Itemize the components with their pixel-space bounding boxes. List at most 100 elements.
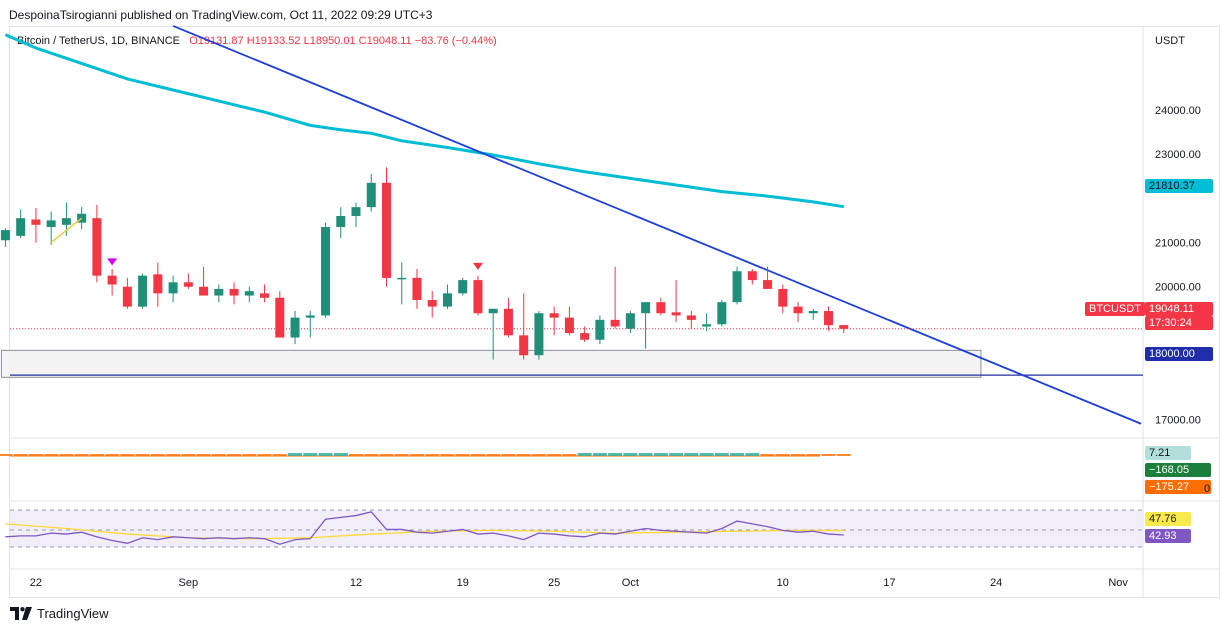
- volume-bar: [470, 454, 485, 456]
- candle[interactable]: [168, 275, 178, 303]
- candle-body: [808, 311, 818, 314]
- candle[interactable]: [412, 269, 422, 309]
- volume-bar: [699, 453, 714, 456]
- candle[interactable]: [290, 311, 300, 345]
- candle-body: [702, 324, 712, 327]
- ohlc-high: H19133.52: [246, 35, 301, 47]
- rsi-ma-line[interactable]: [5, 523, 844, 540]
- candle[interactable]: [229, 282, 239, 305]
- tradingview-brand[interactable]: TradingView: [10, 606, 109, 621]
- volume-bar: [135, 454, 150, 456]
- candle[interactable]: [473, 275, 483, 316]
- rsi-line[interactable]: [5, 511, 844, 545]
- candle[interactable]: [0, 228, 10, 247]
- candle[interactable]: [366, 173, 376, 212]
- candle[interactable]: [625, 311, 635, 334]
- candle[interactable]: [702, 313, 712, 331]
- tradingview-label: TradingView: [37, 606, 109, 621]
- volume-bar: [531, 454, 546, 456]
- candle-body: [610, 319, 620, 327]
- candle[interactable]: [839, 325, 849, 334]
- candle[interactable]: [351, 202, 361, 228]
- volume-value-tag: −168.05: [1145, 463, 1211, 477]
- candle[interactable]: [138, 273, 148, 309]
- volume-bar: [349, 454, 364, 456]
- candle-body: [214, 288, 224, 296]
- candle[interactable]: [641, 302, 651, 349]
- candle[interactable]: [717, 299, 727, 327]
- candle[interactable]: [107, 269, 117, 296]
- candle[interactable]: [122, 277, 132, 309]
- candle[interactable]: [427, 291, 437, 318]
- candle[interactable]: [381, 167, 391, 287]
- candle[interactable]: [747, 269, 757, 285]
- candle[interactable]: [244, 286, 254, 303]
- candle[interactable]: [336, 207, 346, 239]
- candle[interactable]: [549, 306, 559, 336]
- candle[interactable]: [808, 308, 818, 320]
- candle[interactable]: [656, 297, 666, 316]
- volume-bar: [272, 454, 287, 456]
- candle-body: [732, 271, 742, 303]
- candle[interactable]: [31, 208, 41, 243]
- support-zone[interactable]: [0, 349, 982, 378]
- candle[interactable]: [595, 315, 605, 345]
- candle[interactable]: [519, 293, 529, 360]
- candle[interactable]: [397, 262, 407, 305]
- candle[interactable]: [610, 266, 620, 329]
- candle[interactable]: [488, 308, 498, 360]
- volume-bar: [379, 454, 394, 456]
- candle-body: [534, 313, 544, 356]
- candle-body: [138, 275, 148, 307]
- candle[interactable]: [442, 284, 452, 309]
- drawing-segment: [50, 217, 83, 244]
- volume-bar: [577, 453, 592, 456]
- candle[interactable]: [214, 284, 224, 303]
- volume-bar: [150, 454, 165, 456]
- candle[interactable]: [305, 311, 315, 338]
- x-tick-label: 12: [350, 577, 362, 589]
- candle[interactable]: [199, 266, 209, 296]
- candle[interactable]: [275, 291, 285, 338]
- x-tick-label: 19: [457, 577, 469, 589]
- candle-body: [381, 182, 391, 278]
- candle[interactable]: [580, 326, 590, 342]
- candle[interactable]: [260, 284, 270, 303]
- candle-body: [763, 280, 773, 289]
- candle[interactable]: [503, 297, 513, 338]
- volume-bar: [486, 454, 501, 456]
- candle[interactable]: [732, 266, 742, 305]
- candle[interactable]: [778, 284, 788, 314]
- candle-body: [778, 288, 788, 307]
- moving-average-line[interactable]: [4, 33, 845, 209]
- candle-body: [244, 291, 254, 296]
- volume-bar: [501, 454, 516, 456]
- ohlc-low: L18950.01: [303, 35, 356, 47]
- candle-body: [412, 277, 422, 300]
- candle-body: [46, 220, 56, 228]
- candle[interactable]: [46, 211, 56, 245]
- candle[interactable]: [458, 277, 468, 296]
- candle[interactable]: [686, 311, 696, 329]
- volume-bar: [425, 454, 440, 456]
- candle[interactable]: [793, 302, 803, 323]
- candle[interactable]: [671, 280, 681, 323]
- trend-line[interactable]: [172, 25, 1142, 425]
- volume-bar: [821, 454, 836, 456]
- candle[interactable]: [153, 262, 163, 307]
- candle[interactable]: [564, 306, 574, 336]
- candle-body: [503, 308, 513, 336]
- candle[interactable]: [763, 266, 773, 289]
- candle[interactable]: [92, 204, 102, 283]
- candle[interactable]: [321, 222, 331, 318]
- volume-bar: [257, 454, 272, 456]
- volume-axis-label: 0: [1204, 483, 1211, 495]
- candle-body: [747, 271, 757, 281]
- candle[interactable]: [534, 311, 544, 360]
- candle-body: [549, 313, 559, 318]
- candle[interactable]: [16, 209, 26, 239]
- candle[interactable]: [824, 306, 834, 331]
- candle-body: [168, 282, 178, 294]
- candle[interactable]: [183, 273, 193, 289]
